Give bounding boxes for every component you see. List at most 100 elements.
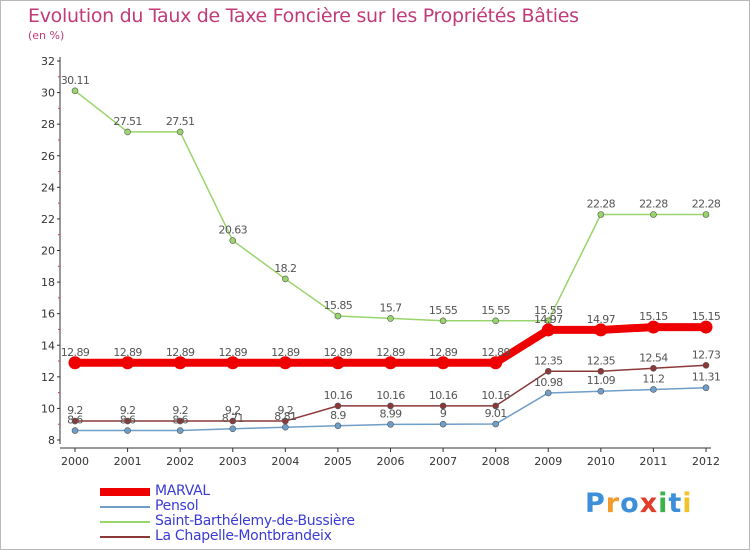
data-point	[176, 128, 184, 136]
y-tick-label: 30	[41, 87, 55, 100]
data-label: 12.89	[166, 346, 195, 359]
data-point	[71, 417, 79, 425]
data-label: 9.2	[172, 404, 188, 417]
data-label: 8.6	[120, 414, 136, 427]
data-label: 12.54	[639, 351, 668, 364]
logo-letter: t	[668, 488, 683, 519]
data-point	[650, 386, 657, 393]
legend-swatch	[100, 520, 150, 523]
data-label: 12.89	[376, 346, 405, 359]
data-point	[71, 87, 79, 95]
x-tick-label: 2009	[534, 455, 562, 468]
x-tick-label: 2011	[639, 455, 667, 468]
data-point	[278, 356, 292, 370]
data-label: 10.16	[429, 389, 458, 402]
data-label: 9.2	[277, 404, 293, 417]
data-point	[387, 402, 394, 410]
legend-swatch	[100, 535, 150, 538]
data-label: 8.99	[379, 407, 402, 420]
data-point	[702, 211, 710, 218]
data-point	[121, 356, 135, 370]
data-label: 30.11	[61, 74, 90, 87]
data-label: 9.2	[225, 404, 241, 417]
chart-legend: MARVAL Pensol Saint-Barthélemy-de-Bussière…	[100, 484, 355, 544]
data-point	[334, 422, 342, 430]
data-label: 8.9	[330, 409, 346, 422]
data-label: 11.09	[587, 374, 616, 387]
data-point	[650, 365, 657, 372]
data-label: 10.16	[376, 389, 405, 402]
data-label: 12.89	[61, 346, 90, 359]
data-point	[387, 421, 394, 428]
data-label: 9.2	[120, 404, 136, 417]
data-point	[439, 317, 447, 325]
data-point	[597, 387, 605, 395]
data-point	[492, 420, 499, 428]
data-point	[594, 323, 608, 337]
data-label: 15.55	[534, 304, 563, 317]
data-point	[597, 368, 605, 375]
x-tick-label: 2006	[377, 455, 405, 468]
data-label: 15.85	[324, 299, 353, 312]
data-point	[282, 417, 289, 425]
data-label: 12.35	[587, 354, 616, 367]
logo-letter: i	[682, 488, 693, 519]
legend-item: Saint-Barthélemy-de-Bussière	[100, 514, 355, 529]
data-label: 12.35	[534, 354, 563, 367]
data-label: 14.97	[587, 313, 616, 326]
data-label: 12.89	[429, 346, 458, 359]
y-tick-label: 28	[41, 118, 55, 131]
data-point	[544, 389, 552, 397]
data-label: 27.51	[113, 115, 142, 128]
data-label: 10.98	[534, 376, 563, 389]
data-point	[702, 362, 710, 369]
data-label: 15.7	[379, 301, 402, 314]
x-tick-label: 2003	[219, 455, 247, 468]
data-label: 15.15	[692, 310, 721, 323]
data-label: 8.6	[172, 414, 188, 427]
data-label: 22.28	[587, 197, 616, 210]
data-point	[68, 356, 82, 370]
data-point	[702, 384, 710, 392]
y-tick-label: 12	[41, 371, 55, 384]
data-label: 8.81	[274, 410, 296, 423]
legend-swatch	[100, 487, 150, 496]
legend-label: Saint-Barthélemy-de-Bussière	[155, 513, 355, 529]
data-point	[229, 417, 237, 425]
data-point	[124, 128, 131, 136]
logo-letter: o	[620, 488, 640, 519]
data-label: 9.01	[485, 407, 507, 420]
x-tick-label: 2002	[166, 455, 194, 468]
data-label: 14.97	[534, 313, 563, 326]
data-label: 12.89	[324, 346, 353, 359]
data-point	[176, 417, 184, 425]
data-point	[226, 356, 240, 370]
data-label: 18.2	[274, 262, 296, 275]
y-tick-label: 24	[41, 181, 55, 194]
data-label: 9.2	[67, 404, 83, 417]
y-tick-label: 20	[41, 245, 55, 258]
data-point	[334, 402, 342, 410]
logo-letter: r	[605, 488, 621, 519]
data-label: 27.51	[166, 115, 195, 128]
x-tick-label: 2007	[429, 455, 457, 468]
data-point	[544, 368, 552, 375]
data-label: 9	[440, 407, 447, 420]
data-point	[334, 312, 342, 320]
data-point	[384, 356, 397, 370]
data-label: 12.89	[271, 346, 300, 359]
data-label: 12.89	[219, 346, 248, 359]
chart-unit-label: (en %)	[28, 29, 65, 42]
legend-swatch	[100, 505, 150, 508]
data-point	[71, 427, 79, 434]
logo-letter: i	[658, 488, 669, 519]
data-label: 22.28	[639, 197, 668, 210]
data-label: 8.71	[222, 412, 244, 425]
legend-label: Pensol	[155, 498, 199, 514]
x-tick-label: 2001	[114, 455, 142, 468]
x-tick-label: 2012	[692, 455, 720, 468]
x-tick-label: 2008	[482, 455, 510, 468]
y-tick-label: 8	[48, 434, 55, 447]
